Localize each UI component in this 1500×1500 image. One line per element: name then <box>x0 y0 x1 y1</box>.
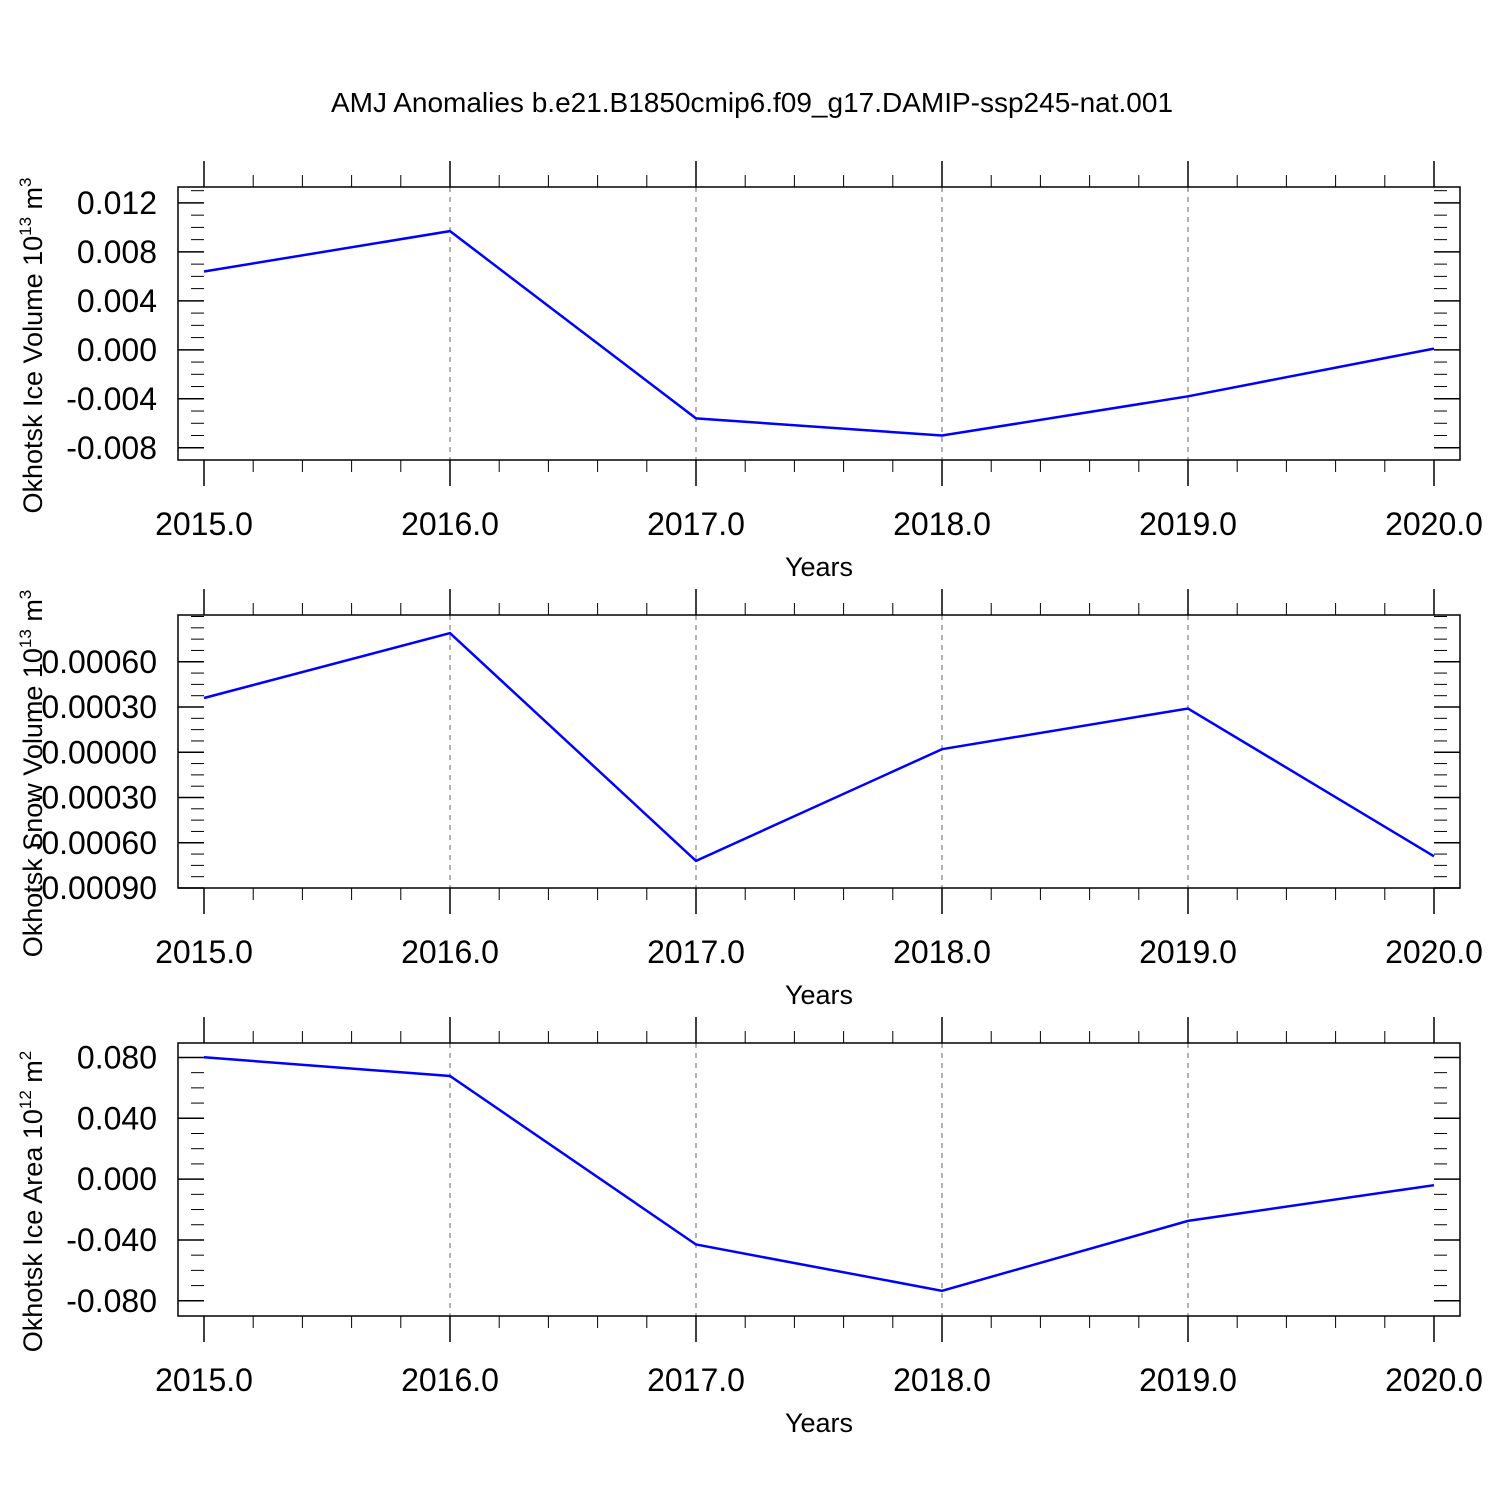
x-axis-title: Years <box>785 552 853 582</box>
y-tick-label: -0.00030 <box>31 780 157 816</box>
series-line <box>203 1056 1435 1293</box>
y-tick-label: 0.000 <box>77 1161 157 1197</box>
y-tick-label: 0.00030 <box>41 689 157 725</box>
plot-frame <box>177 186 1461 461</box>
x-tick-label: 2018.0 <box>893 1362 991 1398</box>
y-tick-label: -0.080 <box>66 1283 157 1319</box>
chart-title: AMJ Anomalies b.e21.B1850cmip6.f09_g17.D… <box>331 87 1173 118</box>
x-tick-label: 2020.0 <box>1385 934 1483 970</box>
plot-frame <box>177 1042 1461 1317</box>
x-tick-label: 2020.0 <box>1385 506 1483 542</box>
series-line <box>203 631 1435 863</box>
x-tick-label: 2018.0 <box>893 934 991 970</box>
x-axis-title: Years <box>785 1408 853 1438</box>
x-tick-label: 2015.0 <box>155 506 253 542</box>
y-tick-label: 0.080 <box>77 1039 157 1075</box>
panels: 2015.0 2016.0 2017.0 2018.0 2019.0 2020.0 Year… <box>16 161 1483 1438</box>
x-tick-label: 2017.0 <box>647 1362 745 1398</box>
y-axis-title: Okhotsk Snow Volume 1013 m3 <box>16 590 48 958</box>
chart-panel-2: 2015.0 2016.0 2017.0 2018.0 2019.0 2020.0 Year… <box>16 589 1483 1010</box>
y-tick-label: 0.012 <box>77 185 157 221</box>
y-tick-label: -0.004 <box>66 381 157 417</box>
y-tick-label: -0.00090 <box>31 870 157 906</box>
y-tick-label: 0.040 <box>77 1100 157 1136</box>
x-tick-label: 2019.0 <box>1139 506 1237 542</box>
x-tick-label: 2016.0 <box>401 934 499 970</box>
y-tick-label: -0.040 <box>66 1222 157 1258</box>
y-tick-label: 0.004 <box>77 283 157 319</box>
x-tick-label: 2017.0 <box>647 934 745 970</box>
x-tick-label: 2018.0 <box>893 506 991 542</box>
x-tick-label: 2016.0 <box>401 1362 499 1398</box>
x-tick-label: 2015.0 <box>155 1362 253 1398</box>
y-tick-label: 0.00000 <box>41 734 157 770</box>
x-tick-label: 2017.0 <box>647 506 745 542</box>
y-tick-label: -0.008 <box>66 430 157 466</box>
chart-panel-1: 2015.0 2016.0 2017.0 2018.0 2019.0 2020.0 Year… <box>16 161 1483 582</box>
chart-panel-3: 2015.0 2016.0 2017.0 2018.0 2019.0 2020.0 Year… <box>16 1017 1483 1438</box>
x-tick-label: 2019.0 <box>1139 1362 1237 1398</box>
y-tick-label: 0.000 <box>77 332 157 368</box>
x-tick-label: 2019.0 <box>1139 934 1237 970</box>
x-axis-title: Years <box>785 980 853 1010</box>
x-tick-label: 2020.0 <box>1385 1362 1483 1398</box>
plot-frame <box>177 614 1461 889</box>
y-axis-title: Okhotsk Ice Area 1012 m2 <box>16 1051 48 1353</box>
series-line <box>203 229 1435 437</box>
y-axis-title: Okhotsk Ice Volume 1013 m3 <box>16 177 48 513</box>
y-tick-label: 0.00060 <box>41 644 157 680</box>
x-tick-label: 2016.0 <box>401 506 499 542</box>
y-tick-label: -0.00060 <box>31 825 157 861</box>
x-tick-label: 2015.0 <box>155 934 253 970</box>
y-tick-label: 0.008 <box>77 234 157 270</box>
